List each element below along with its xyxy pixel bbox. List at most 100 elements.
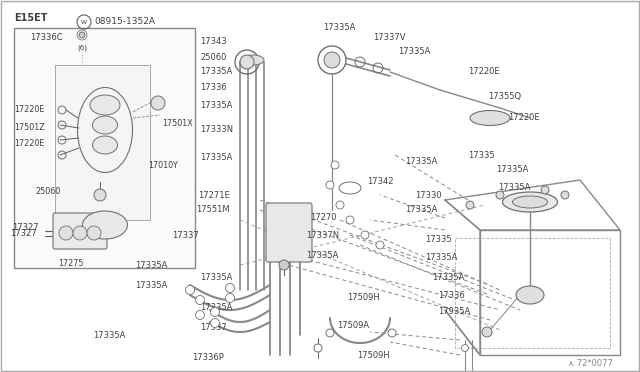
- Circle shape: [482, 327, 492, 337]
- Text: 17335A: 17335A: [306, 250, 339, 260]
- Text: 17335A: 17335A: [200, 67, 232, 77]
- Circle shape: [388, 329, 396, 337]
- Circle shape: [361, 231, 369, 239]
- Text: 17335: 17335: [468, 151, 495, 160]
- Circle shape: [314, 344, 322, 352]
- Text: 17335A: 17335A: [93, 330, 125, 340]
- Text: 17342: 17342: [367, 177, 394, 186]
- Text: 17333N: 17333N: [200, 125, 233, 135]
- Text: 17330: 17330: [415, 190, 442, 199]
- Text: 17337V: 17337V: [373, 33, 406, 42]
- Ellipse shape: [93, 116, 118, 134]
- Circle shape: [279, 260, 289, 270]
- Text: (6): (6): [77, 45, 87, 51]
- Text: 17335A: 17335A: [135, 280, 168, 289]
- Text: 17335A: 17335A: [498, 183, 531, 192]
- Text: 17501X: 17501X: [162, 119, 193, 128]
- Text: 17343: 17343: [200, 38, 227, 46]
- Text: 25060: 25060: [35, 187, 60, 196]
- Ellipse shape: [93, 136, 118, 154]
- Text: 17220E: 17220E: [508, 113, 540, 122]
- Text: 17335A: 17335A: [200, 273, 232, 282]
- Text: W: W: [81, 19, 87, 25]
- Text: 17220E: 17220E: [14, 138, 44, 148]
- Text: 17336: 17336: [200, 83, 227, 92]
- Circle shape: [195, 311, 205, 320]
- Text: 17335A: 17335A: [432, 273, 465, 282]
- Text: 17337N: 17337N: [306, 231, 339, 240]
- Circle shape: [195, 295, 205, 305]
- Text: 17509H: 17509H: [347, 294, 380, 302]
- Text: 17335A: 17335A: [200, 100, 232, 109]
- Text: 17271E: 17271E: [198, 190, 230, 199]
- Circle shape: [461, 344, 468, 352]
- Text: 17335A: 17335A: [200, 304, 232, 312]
- Text: 17335A: 17335A: [496, 166, 529, 174]
- Circle shape: [79, 32, 85, 38]
- Ellipse shape: [83, 211, 127, 239]
- Text: 17335: 17335: [425, 235, 452, 244]
- Text: 17337: 17337: [172, 231, 199, 240]
- Text: 17010Y: 17010Y: [148, 160, 178, 170]
- Circle shape: [87, 226, 101, 240]
- Text: 17335A: 17335A: [135, 260, 168, 269]
- Circle shape: [73, 226, 87, 240]
- FancyBboxPatch shape: [266, 203, 312, 262]
- Circle shape: [346, 216, 354, 224]
- Circle shape: [240, 55, 254, 69]
- Text: 08915-1352A: 08915-1352A: [94, 17, 155, 26]
- Circle shape: [326, 329, 334, 337]
- Text: ∧ 72*0077: ∧ 72*0077: [568, 359, 613, 369]
- Circle shape: [225, 283, 234, 292]
- Ellipse shape: [470, 110, 510, 125]
- Circle shape: [211, 308, 220, 317]
- Circle shape: [561, 191, 569, 199]
- Circle shape: [225, 294, 234, 302]
- Circle shape: [331, 161, 339, 169]
- Circle shape: [336, 201, 344, 209]
- Text: 25060: 25060: [200, 52, 227, 61]
- Circle shape: [151, 96, 165, 110]
- Text: 17270: 17270: [310, 214, 337, 222]
- Text: 17355Q: 17355Q: [488, 92, 521, 100]
- Text: 17220E: 17220E: [468, 67, 500, 77]
- Ellipse shape: [90, 95, 120, 115]
- Circle shape: [59, 226, 73, 240]
- Text: 17501Z: 17501Z: [14, 124, 45, 132]
- Text: 17336C: 17336C: [30, 32, 63, 42]
- Bar: [55, 65, 150, 220]
- Ellipse shape: [513, 196, 547, 208]
- Text: 17335A: 17335A: [323, 23, 355, 32]
- Text: 17335A: 17335A: [398, 48, 430, 57]
- Circle shape: [94, 189, 106, 201]
- Text: 17935A: 17935A: [438, 308, 470, 317]
- FancyBboxPatch shape: [53, 213, 107, 249]
- Text: 17337: 17337: [200, 324, 227, 333]
- Text: 17335A: 17335A: [200, 154, 232, 163]
- Text: 17509A: 17509A: [337, 321, 369, 330]
- Circle shape: [376, 241, 384, 249]
- Text: 17551M: 17551M: [196, 205, 230, 215]
- Text: 17327: 17327: [10, 230, 36, 238]
- Text: 17336: 17336: [438, 292, 465, 301]
- Circle shape: [326, 181, 334, 189]
- Circle shape: [324, 52, 340, 68]
- Text: 17335A: 17335A: [405, 205, 437, 215]
- Circle shape: [466, 201, 474, 209]
- Text: 17327: 17327: [12, 224, 38, 232]
- Ellipse shape: [516, 286, 544, 304]
- Text: 17275: 17275: [58, 259, 83, 267]
- Text: 17335A: 17335A: [405, 157, 437, 167]
- Circle shape: [211, 318, 220, 327]
- Bar: [14, 28, 195, 268]
- Circle shape: [186, 285, 195, 295]
- Circle shape: [496, 191, 504, 199]
- Ellipse shape: [242, 55, 264, 65]
- Circle shape: [541, 186, 549, 194]
- Ellipse shape: [502, 192, 557, 212]
- Text: E15ET: E15ET: [14, 13, 47, 23]
- Text: 17336P: 17336P: [192, 353, 224, 362]
- Text: 17220E: 17220E: [14, 106, 44, 115]
- Text: 17335A: 17335A: [425, 253, 458, 263]
- Text: 17509H: 17509H: [357, 352, 390, 360]
